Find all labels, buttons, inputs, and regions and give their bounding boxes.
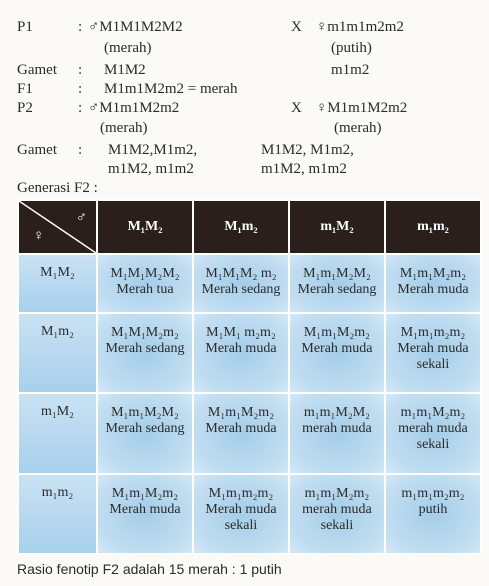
cell-genotype: m₁m₁M₂m₂	[400, 405, 466, 421]
p1-male-genotype: ♂M1M1M2M2	[88, 19, 183, 35]
punnett-row: M₁M₂ M₁M₁M₂M₂ Merah tua M₁M₁M₂ m₂ Merah seda…	[19, 255, 480, 313]
punnett-cell: m₁m₁m₂m₂ putih	[385, 474, 480, 553]
cell-phenotype: sekali	[224, 517, 258, 533]
punnett-cell: m₁m₁M₂m₂ merah muda sekali	[385, 394, 480, 473]
p1-male-phenotype: (merah)	[104, 40, 152, 56]
cell-phenotype: Merah tua	[116, 282, 174, 297]
cell-phenotype: sekali	[320, 517, 354, 533]
cell-genotype: m₁m₁m₂m₂	[401, 485, 465, 501]
punnett-cell: M₁M₁M₂ m₂ Merah sedang	[193, 255, 288, 313]
cell-genotype: M₁M₁ m₂m₂	[206, 325, 276, 341]
p1-cross-x: X	[291, 19, 302, 35]
p2-male-phenotype: (merah)	[100, 120, 148, 136]
punnett-cell: M₁m₁M₂m₂ Merah muda	[98, 474, 192, 553]
punnett-cell: M₁M₁M₂m₂ Merah sedang	[98, 314, 192, 393]
cell-genotype: M₁m₁m₂m₂	[400, 325, 466, 341]
punnett-cell: m₁m₁M₂m₂ merah muda sekali	[289, 474, 384, 553]
gamet1-colon: :	[78, 62, 83, 78]
punnett-cell: M₁m₁M₂m₂ Merah muda	[385, 255, 480, 313]
cell-genotype: M₁m₁M₂M₂	[111, 405, 179, 421]
gamet2-female-line1: M1M2, M1m2,	[261, 142, 354, 158]
f1-result: M1m1M2m2 = merah	[104, 81, 238, 97]
cell-genotype: M₁m₁M₂M₂	[303, 266, 371, 281]
column-header: m₁m₂	[385, 201, 480, 253]
cell-phenotype: Merah sedang	[201, 282, 281, 297]
cell-phenotype: Merah muda	[301, 341, 373, 357]
gamet2-female-line2: m1M2, m1m2	[261, 161, 347, 177]
corner-diagonal	[19, 201, 96, 253]
cell-phenotype: merah muda	[302, 501, 372, 517]
p1-female-phenotype: (putih)	[331, 40, 372, 56]
cell-phenotype: Merah sedang	[297, 282, 377, 297]
punnett-cell: M₁m₁M₂m₂ Merah muda	[193, 394, 288, 473]
cell-genotype: M₁m₁M₂m₂	[207, 405, 275, 421]
ratio-footer: Rasio fenotip F2 adalah 15 merah : 1 put…	[17, 561, 282, 577]
column-header: m₁M₂	[289, 201, 384, 253]
cell-phenotype: merah muda	[302, 421, 372, 437]
punnett-cell: M₁m₁m₂m₂ Merah muda sekali	[193, 474, 288, 553]
gamet2-label: Gamet	[17, 142, 57, 158]
row-header: M₁M₂	[19, 255, 96, 313]
gamet1-label: Gamet	[17, 62, 57, 78]
punnett-cell: M₁m₁M₂M₂ Merah sedang	[289, 255, 384, 313]
row-header: m₁m₂	[19, 474, 96, 553]
cell-phenotype: Merah sedang	[105, 341, 185, 357]
cell-genotype: M₁m₁M₂m₂	[399, 266, 467, 281]
p2-colon: :	[78, 100, 83, 116]
cell-phenotype: Merah muda	[205, 341, 277, 357]
cell-phenotype: putih	[418, 501, 448, 517]
cell-phenotype: Merah muda	[109, 501, 181, 517]
corner-cell: ♂ ♀	[19, 201, 96, 253]
row-header: M₁m₂	[19, 314, 96, 393]
cell-genotype: M₁m₁M₂m₂	[303, 325, 371, 341]
gamet2-male-line2: m1M2, m1m2	[108, 161, 194, 177]
punnett-row: m₁m₂ M₁m₁M₂m₂ Merah muda M₁m₁m₂m₂ Merah muda…	[19, 474, 480, 553]
cell-phenotype: sekali	[416, 437, 450, 453]
punnett-row: M₁m₂ M₁M₁M₂m₂ Merah sedang M₁M₁ m₂m₂ Merah m…	[19, 314, 480, 393]
p2-female-phenotype: (merah)	[334, 120, 382, 136]
row-header: m₁M₂	[19, 394, 96, 473]
cell-genotype: m₁m₁M₂M₂	[303, 405, 371, 421]
p2-female-genotype: ♀M1m1M2m2	[316, 100, 408, 116]
male-symbol-icon: ♂	[75, 210, 87, 226]
gamet1-male: M1M2	[104, 62, 146, 78]
p2-label: P2	[17, 100, 33, 116]
gamet2-male-line1: M1M2,M1m2,	[108, 142, 198, 158]
generation-label: Generasi F2 :	[17, 180, 98, 196]
f1-colon: :	[78, 81, 83, 97]
p1-colon: :	[78, 19, 83, 35]
punnett-cell: M₁m₁m₂m₂ Merah muda sekali	[385, 314, 480, 393]
punnett-cell: M₁M₁M₂M₂ Merah tua	[98, 255, 192, 313]
column-header: M₁m₂	[193, 201, 288, 253]
cell-genotype: m₁m₁M₂m₂	[304, 485, 370, 501]
column-header: M₁M₂	[98, 201, 192, 253]
punnett-row: m₁M₂ M₁m₁M₂M₂ Merah sedang M₁m₁M₂m₂ Merah mu…	[19, 394, 480, 473]
p2-cross-x: X	[291, 100, 302, 116]
cell-phenotype: Merah muda	[397, 341, 469, 357]
p1-female-genotype: ♀m1m1m2m2	[316, 19, 404, 35]
p1-label: P1	[17, 19, 33, 35]
p2-male-genotype: ♂M1m1M2m2	[88, 100, 180, 116]
gamet1-female: m1m2	[331, 62, 370, 78]
female-symbol-icon: ♀	[33, 228, 45, 244]
cell-phenotype: sekali	[416, 357, 450, 373]
cell-phenotype: Merah muda	[205, 421, 277, 437]
gamet2-colon: :	[78, 142, 83, 158]
cell-genotype: M₁M₁M₂ m₂	[205, 266, 277, 281]
cell-phenotype: Merah sedang	[105, 421, 185, 437]
punnett-cell: M₁M₁ m₂m₂ Merah muda	[193, 314, 288, 393]
cell-genotype: M₁M₁M₂m₂	[111, 325, 179, 341]
cell-genotype: M₁m₁M₂m₂	[111, 485, 179, 501]
cell-phenotype: merah muda	[398, 421, 468, 437]
punnett-square: ♂ ♀ M₁M₂ M₁m₂ m₁M₂ m₁m₂ M₁M₂ M₁M₁M₂M₂ Mera…	[17, 199, 482, 555]
punnett-cell: M₁m₁M₂M₂ Merah sedang	[98, 394, 192, 473]
cell-genotype: M₁m₁m₂m₂	[208, 485, 274, 501]
punnett-cell: m₁m₁M₂M₂ merah muda	[289, 394, 384, 473]
punnett-cell: M₁m₁M₂m₂ Merah muda	[289, 314, 384, 393]
cell-genotype: M₁M₁M₂M₂	[110, 266, 180, 281]
f1-label: F1	[17, 81, 33, 97]
cell-phenotype: Merah muda	[397, 282, 469, 297]
cell-phenotype: Merah muda	[205, 501, 277, 517]
